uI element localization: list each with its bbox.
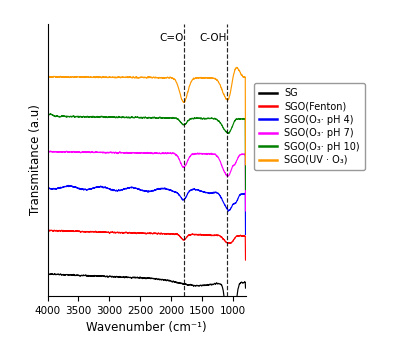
Text: C=O: C=O <box>159 33 184 43</box>
Text: C-OH: C-OH <box>200 33 227 43</box>
X-axis label: Wavenumber (cm⁻¹): Wavenumber (cm⁻¹) <box>86 321 207 334</box>
Y-axis label: Transmitance (a.u): Transmitance (a.u) <box>29 104 42 215</box>
Legend: SG, SGO(Fenton), SGO(O₃· pH 4), SGO(O₃· pH 7), SGO(O₃· pH 10), SGO(UV · O₃): SG, SGO(Fenton), SGO(O₃· pH 4), SGO(O₃· … <box>254 83 365 170</box>
